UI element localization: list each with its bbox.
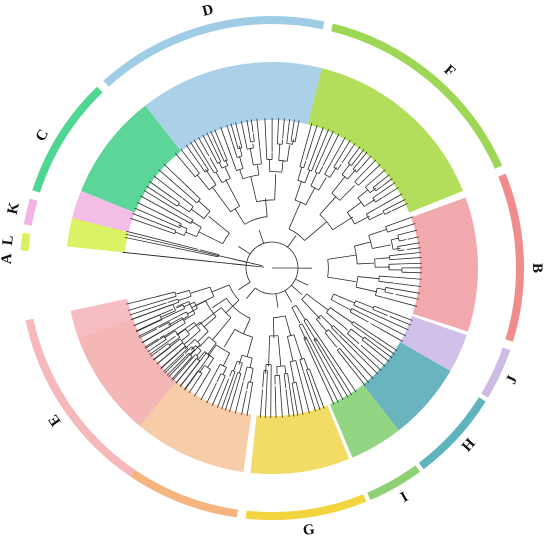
clade-outer-arcs [20,15,524,520]
clade-g-label-band [250,405,350,474]
clade-b-label-band [411,197,478,332]
clade-k-arc [23,198,38,226]
clade-k-label-band [72,190,135,233]
clade-i-label-band [329,384,399,458]
clade-l-letter: L [0,234,17,246]
clade-i-arc [367,465,421,500]
clade-f-label-band [307,68,463,213]
clade-e-label-band [70,298,177,426]
clade-f-letter: F [441,62,459,80]
clade-b-letter: B [529,263,545,273]
clade-label-bands [67,62,478,474]
clade-c-label-band [81,105,181,213]
clade-c-letter: C [33,127,52,144]
tree-branches [122,117,423,418]
clade-j-arc [481,347,511,398]
clade-d-arc [103,15,325,87]
clade-g-arc [245,494,367,520]
clade-g-letter: G [302,522,316,540]
clade-j-letter: J [503,373,521,387]
clade-a-letter: A [0,253,15,265]
clade-k-letter: K [5,201,23,216]
clade-l-label-band [67,218,129,253]
clade-i-letter: I [398,489,411,506]
clade-l-arc [20,232,31,251]
clade-h-label-band [363,342,451,431]
clade-j-label-band [400,316,467,371]
clade-c-arc [32,86,103,193]
clade-d-letter: D [201,2,216,20]
clade-b-arc [498,173,524,342]
clade-e-arc [25,318,136,477]
clade-h-arc [418,397,486,470]
clade-d-label-band [145,62,322,152]
clade-h-letter: H [459,435,479,455]
clade-e-letter: E [45,411,64,428]
